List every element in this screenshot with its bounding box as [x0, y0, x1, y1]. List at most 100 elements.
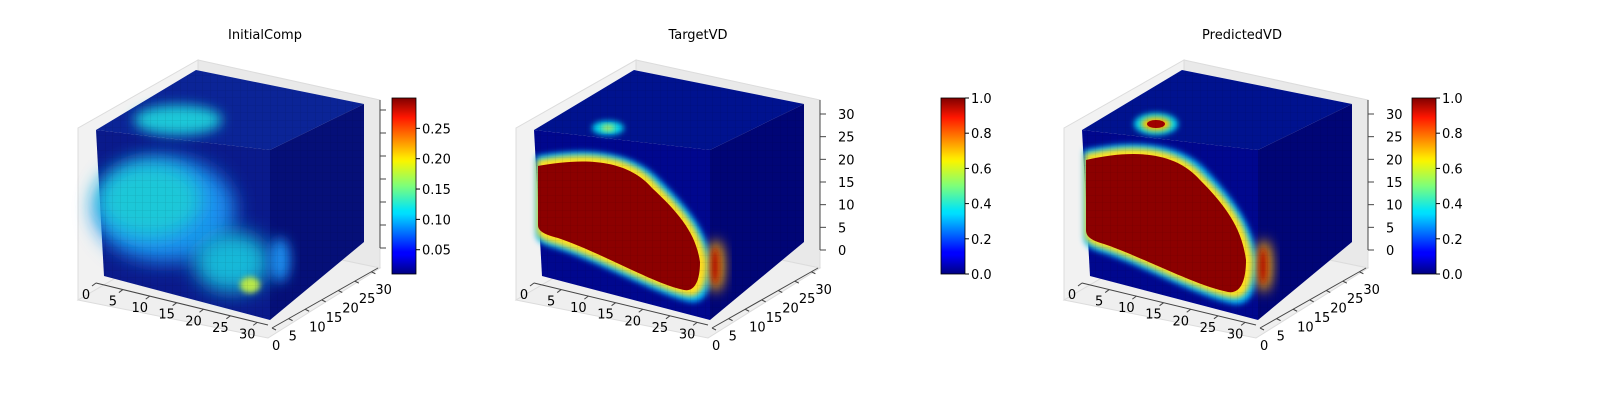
y-tick-label: 20 — [342, 302, 359, 317]
y-tick-label: 15 — [766, 311, 783, 326]
x-tick-label: 30 — [239, 327, 256, 342]
x-tick-mark — [145, 295, 151, 300]
y-tick-mark — [288, 318, 293, 322]
z-tick-label: 30 — [838, 108, 855, 123]
y-tick-label: 30 — [1363, 283, 1380, 298]
colorbar-tick-label: 0.2 — [971, 233, 992, 248]
y-tick-mark — [1342, 280, 1348, 284]
x-tick-mark — [1186, 308, 1192, 313]
z-tick-label: 15 — [838, 176, 855, 191]
z-tick-label: 30 — [1386, 108, 1403, 123]
z-tick-label: 0 — [1386, 244, 1394, 259]
x-tick-label: 10 — [570, 301, 587, 316]
x-tick-label: 20 — [1172, 314, 1189, 329]
z-tick-label: 25 — [838, 131, 855, 146]
voxel-cube — [534, 70, 804, 320]
colorbar-tick-label: 1.0 — [1442, 92, 1463, 107]
y-tick-label: 10 — [1297, 320, 1314, 335]
y-tick-mark — [304, 308, 310, 312]
x-tick-mark — [665, 315, 671, 320]
y-tick-label: 25 — [1347, 292, 1364, 307]
x-tick-mark — [1077, 282, 1083, 287]
colorbar-tick-label: 0.15 — [422, 183, 451, 198]
x-tick-mark — [611, 302, 616, 307]
x-tick-label: 25 — [652, 321, 669, 336]
colorbar-tick-label: 0.10 — [422, 213, 451, 228]
colorbar-gradient — [391, 97, 417, 275]
chart-title: PredictedVD — [1202, 28, 1282, 43]
colorbar-tick-label: 0.4 — [971, 198, 992, 213]
z-axis: 0 5 10 15 20 25 30 — [1367, 100, 1403, 259]
y-tick-mark — [811, 271, 816, 275]
x-axis: 0 5 10 15 20 25 30 — [1068, 282, 1257, 342]
y-tick-label: 15 — [326, 311, 343, 326]
x-tick-mark — [584, 295, 589, 300]
x-tick-label: 30 — [1227, 327, 1244, 342]
z-tick-label: 5 — [1386, 221, 1394, 236]
x-tick-mark — [172, 302, 177, 307]
y-tick-mark — [1359, 271, 1364, 275]
x-tick-mark — [91, 282, 97, 287]
x-tick-mark — [226, 315, 231, 320]
x-axis: 0 5 10 15 20 25 30 — [82, 282, 269, 342]
z-axis: 0 5 10 15 20 25 30 — [819, 100, 855, 259]
y-tick-mark — [1292, 308, 1298, 312]
x-tick-label: 15 — [1145, 308, 1162, 323]
colorbar-gradient — [940, 97, 966, 275]
y-tick-mark — [794, 280, 800, 284]
z-tick-label: 10 — [1386, 199, 1403, 214]
y-tick-label: 25 — [799, 292, 816, 307]
colorbar-tick-label: 0.20 — [422, 153, 451, 168]
colorbar-tick-label: 0.25 — [422, 122, 451, 137]
grid-overlay-side — [270, 104, 364, 320]
z-axis — [379, 100, 386, 249]
y-tick-mark — [271, 327, 277, 331]
voxel-cube — [1082, 70, 1352, 320]
grid-overlay-front — [96, 130, 270, 320]
z-tick-label: 15 — [1386, 176, 1403, 191]
y-tick-label: 10 — [309, 320, 326, 335]
y-tick-label: 5 — [729, 330, 737, 345]
y-tick-label: 15 — [1314, 311, 1331, 326]
y-tick-label: 5 — [1277, 330, 1285, 345]
x-tick-label: 0 — [1068, 288, 1076, 303]
x-tick-label: 15 — [597, 308, 614, 323]
colorbar-tick-label: 0.8 — [971, 127, 992, 142]
x-axis-line — [533, 282, 709, 326]
y-tick-mark — [761, 299, 766, 303]
y-tick-mark — [1309, 299, 1314, 303]
grid-overlay-top — [96, 70, 364, 150]
x-tick-label: 5 — [109, 295, 117, 310]
grid-overlay-top — [1082, 70, 1352, 150]
z-tick-label: 20 — [838, 153, 855, 168]
chart-title: InitialComp — [228, 28, 302, 43]
x-tick-mark — [638, 308, 644, 313]
x-axis-line — [95, 282, 269, 326]
panel-predictedvd: PredictedVD 0 5 10 15 20 25 30 — [1062, 28, 1463, 354]
x-tick-mark — [1213, 315, 1219, 320]
colorbar-tick-label: 0.0 — [971, 268, 992, 283]
y-axis-line — [271, 267, 379, 329]
x-tick-label: 0 — [520, 288, 528, 303]
colorbar: 0.0 0.2 0.4 0.6 0.8 1.0 — [1411, 92, 1463, 283]
y-tick-mark — [1259, 327, 1265, 331]
grid-overlay-front — [1082, 130, 1258, 320]
grid-overlay-side — [1258, 104, 1352, 320]
y-tick-mark — [321, 299, 326, 303]
x-tick-mark — [1240, 321, 1246, 326]
y-tick-mark — [711, 327, 717, 331]
y-tick-label: 0 — [272, 339, 280, 354]
colorbar-tick-label: 0.4 — [1442, 198, 1463, 213]
x-tick-label: 5 — [1095, 295, 1103, 310]
grid-overlay-top — [534, 70, 804, 150]
colorbar-gradient — [1411, 97, 1437, 275]
x-tick-label: 30 — [679, 327, 696, 342]
y-tick-label: 25 — [359, 292, 376, 307]
x-tick-mark — [1132, 295, 1137, 300]
x-tick-mark — [1104, 289, 1110, 293]
z-tick-label: 5 — [838, 221, 846, 236]
x-tick-mark — [252, 321, 258, 326]
